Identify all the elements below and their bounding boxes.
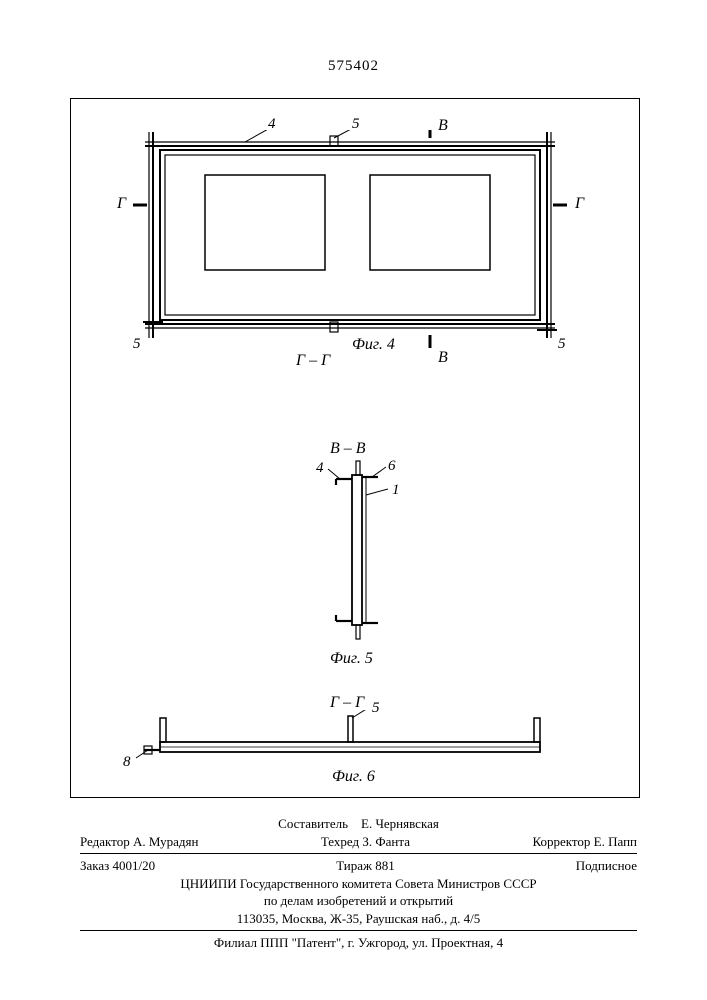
credits-block: Составитель Е. Чернявская Редактор А. Му… xyxy=(80,815,637,952)
page: 575402 xyxy=(0,0,707,1000)
editor-label: Редактор xyxy=(80,834,130,849)
org-line1: ЦНИИПИ Государственного комитета Совета … xyxy=(80,875,637,893)
tech-label: Техред xyxy=(321,834,359,849)
compiler-name: Е. Чернявская xyxy=(361,816,439,831)
corrector-label: Корректор xyxy=(532,834,590,849)
tech-name: З. Фанта xyxy=(362,834,410,849)
corrector-name: Е. Папп xyxy=(594,834,637,849)
tirage: Тираж 881 xyxy=(336,857,395,875)
page-frame xyxy=(70,98,640,798)
editor-name: А. Мурадян xyxy=(133,834,198,849)
address: 113035, Москва, Ж-35, Раушская наб., д. … xyxy=(80,910,637,928)
org-line2: по делам изобретений и открытий xyxy=(80,892,637,910)
patent-number: 575402 xyxy=(0,58,707,75)
compiler-label: Составитель xyxy=(278,816,348,831)
branch: Филиал ППП "Патент", г. Ужгород, ул. Про… xyxy=(80,934,637,952)
order-number: Заказ 4001/20 xyxy=(80,857,155,875)
signed: Подписное xyxy=(576,857,637,875)
